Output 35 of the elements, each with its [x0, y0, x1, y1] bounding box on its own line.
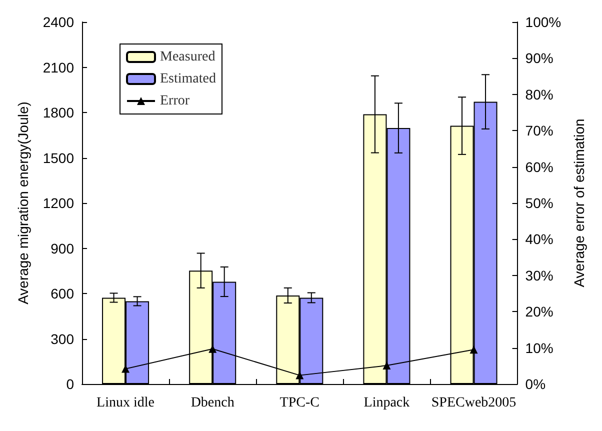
- y-axis-title: Average migration energy(Joule): [15, 102, 31, 304]
- x-tick-label: Linux idle: [96, 396, 154, 410]
- y2-tick-label: 50%: [525, 195, 554, 211]
- y-tick-label: 2400: [42, 14, 74, 30]
- y-tick-label: 2100: [42, 59, 74, 76]
- point: [382, 362, 391, 370]
- y2-tick-label: 100%: [525, 14, 562, 30]
- y2-axis-title: Average error of estimation: [571, 118, 587, 288]
- x-tick-label: SPECweb2005: [431, 396, 516, 410]
- y2-tick-label: 30%: [525, 267, 554, 284]
- point: [470, 346, 478, 354]
- y-tick-label: 600: [50, 286, 74, 302]
- point: [122, 364, 130, 373]
- x-tick-label: Dbench: [190, 396, 234, 410]
- y-tick-label: 900: [50, 240, 74, 256]
- y-tick-label: 1200: [42, 195, 74, 211]
- y2-tick-label: 10%: [525, 340, 554, 356]
- legend-label: Estimated: [160, 72, 216, 86]
- legend-label: Measured: [160, 50, 216, 64]
- y2-tick-label: 70%: [525, 122, 554, 139]
- x-tick-label: Linpack: [364, 396, 410, 410]
- y2-tick-label: 40%: [525, 231, 554, 248]
- x-tick-label: TPC-C: [280, 396, 320, 410]
- y2-tick-label: 90%: [525, 50, 554, 66]
- point: [208, 344, 217, 353]
- point: [296, 371, 304, 380]
- y2-tick-label: 80%: [525, 86, 554, 102]
- y-tick-label: 300: [50, 330, 74, 347]
- y2-tick-label: 20%: [525, 304, 554, 320]
- y-tick-label: 0: [66, 376, 74, 392]
- y-tick-label: 1500: [42, 150, 74, 166]
- legend-label: Error: [160, 94, 190, 108]
- y2-tick-label: 0%: [525, 376, 546, 392]
- y-tick-label: 1800: [42, 104, 74, 120]
- y2-tick-label: 60%: [525, 158, 554, 175]
